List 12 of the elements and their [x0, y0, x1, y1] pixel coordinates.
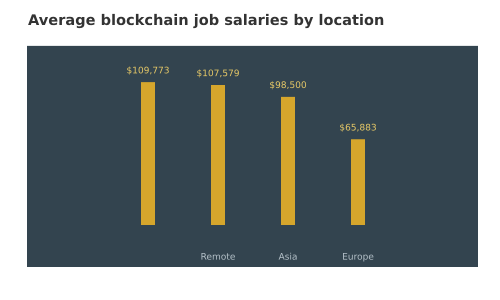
bar [281, 96, 295, 225]
data-label: $109,773 [127, 66, 169, 75]
x-tick-label: Europe [343, 253, 374, 262]
bar [211, 85, 225, 225]
data-label: $65,883 [340, 124, 376, 132]
chart-title: Average blockchain job salaries by location [28, 14, 384, 28]
data-label: $98,500 [270, 81, 306, 90]
data-label: $107,579 [197, 69, 239, 78]
x-tick-label: Remote [201, 253, 235, 260]
bar [141, 82, 155, 225]
x-tick-label: Asia [278, 252, 297, 260]
bar [351, 139, 365, 225]
